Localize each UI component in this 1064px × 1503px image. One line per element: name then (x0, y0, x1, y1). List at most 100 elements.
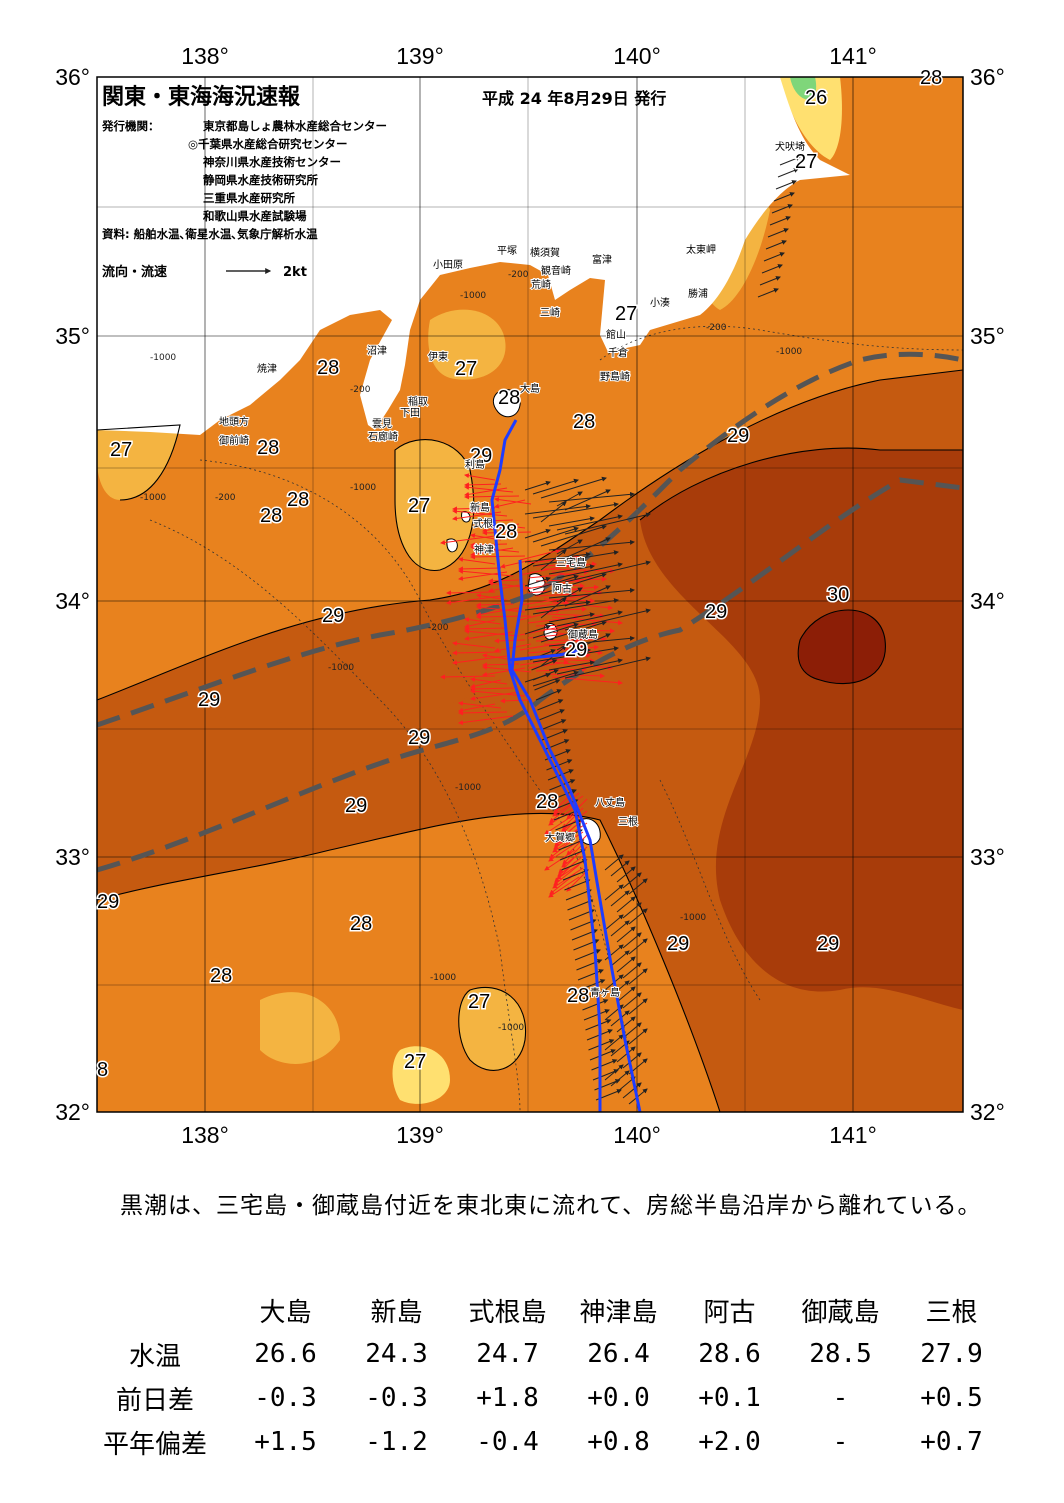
ship-track (490, 419, 642, 1112)
current-arrow (482, 664, 532, 673)
place-label: 地頭方 (219, 415, 249, 428)
issuer-item: 東京都島しょ農林水産総合センター (203, 119, 387, 133)
current-arrow (548, 516, 595, 527)
place-label: 千倉 (608, 346, 628, 359)
isotherm-label: 27 (615, 303, 637, 325)
current-arrow (610, 1070, 630, 1087)
isotherm-label: 27 (468, 991, 490, 1013)
current-arrow (535, 689, 562, 701)
table-cell: 26.4 (587, 1339, 650, 1369)
current-arrow (540, 524, 607, 547)
current-arrow (564, 585, 611, 607)
place-label: 雲見 (372, 418, 392, 430)
current-arrow (452, 640, 496, 649)
place-label: 勝浦 (688, 287, 708, 300)
current-arrow (524, 552, 591, 563)
isotherm-label: 29 (705, 601, 727, 623)
current-arrow (580, 989, 607, 1001)
place-label: 沼津 (367, 344, 387, 357)
current-arrow (531, 659, 558, 671)
lat-lon-grid (97, 77, 963, 1112)
current-arrow (604, 1064, 624, 1081)
isotherm-label: 27 (404, 1051, 426, 1073)
current-arrow (535, 606, 587, 612)
lat-label: 32° (55, 1099, 90, 1125)
current-arrow (537, 699, 564, 711)
current-arrow (519, 563, 571, 576)
current-arrow (628, 998, 648, 1015)
place-label: 八丈島 (595, 796, 625, 809)
lat-label: 36° (970, 64, 1005, 90)
table-cell: 28.5 (809, 1339, 872, 1369)
isotherm-label: 29 (198, 689, 220, 711)
lat-axis-right: 36° 35° 34° 33° 32° (970, 64, 1005, 1125)
current-arrow (616, 956, 636, 973)
current-arrow (452, 508, 508, 517)
current-arrow (476, 607, 520, 617)
current-arrow (551, 631, 593, 640)
current-arrow (564, 879, 591, 891)
isotherm-label: 28 (920, 67, 942, 89)
place-label: 野島崎 (600, 370, 630, 383)
current-arrow (616, 926, 636, 943)
issuer-label: 発行機関： (101, 119, 160, 133)
current-arrow (464, 487, 508, 497)
current-arrow (769, 216, 791, 226)
isotherm-labels: 26 27 27 27 28 28 28 27 28 28 28 27 29 2… (96, 66, 944, 1083)
isotherm-label: 27 (110, 439, 132, 461)
current-arrow (532, 502, 619, 519)
current-arrow (500, 698, 532, 704)
lon-label: 140° (613, 43, 661, 69)
lat-label: 33° (55, 844, 90, 870)
place-label: 小湊 (650, 296, 670, 309)
current-arrow (604, 1034, 624, 1051)
table-cell: +0.7 (920, 1427, 983, 1457)
lon-label: 138° (181, 43, 229, 69)
current-arrow (616, 866, 636, 883)
current-arrow (500, 559, 532, 569)
isotherm-label: 28 (257, 437, 279, 459)
depth-label: -1000 (150, 353, 176, 363)
isotherm-label: 29 (97, 891, 119, 913)
current-arrow (532, 526, 579, 543)
current-arrow (765, 240, 787, 250)
current-arrow (476, 604, 526, 613)
current-arrow (583, 1009, 610, 1021)
current-arrow (540, 597, 567, 619)
row-label: 前日差 (115, 1385, 194, 1416)
current-arrow (579, 979, 606, 991)
isotherm-label: 29 (727, 425, 749, 447)
current-legend-scale: 2kt (283, 265, 307, 280)
place-label: 大島 (520, 382, 540, 395)
lat-label: 36° (55, 64, 90, 90)
current-arrow (470, 544, 520, 553)
lat-label: 35° (55, 323, 90, 349)
current-arrow (622, 872, 642, 889)
place-label: 青ヶ島 (590, 986, 620, 999)
current-arrow (771, 204, 793, 214)
place-label: 伊東 (428, 350, 448, 363)
current-arrow (532, 669, 559, 681)
place-label: 荒崎 (531, 278, 551, 291)
place-label: 小田原 (433, 259, 463, 271)
table-cell: 24.7 (476, 1339, 539, 1369)
place-label: 焼津 (257, 363, 277, 375)
current-arrow (779, 156, 801, 166)
current-arrow (532, 598, 619, 615)
lat-axis-left: 36° 35° 34° 33° 32° (55, 64, 90, 1125)
current-arrow (464, 619, 496, 629)
isotherm-label: 26 (805, 87, 827, 109)
isotherm-label: 28 (287, 489, 309, 511)
current-arrow (556, 491, 583, 507)
current-arrow (519, 608, 561, 621)
table-cell: -1.2 (365, 1427, 428, 1457)
current-arrow (622, 962, 642, 979)
current-arrow (566, 834, 588, 856)
place-label: 横須賀 (530, 246, 560, 259)
current-arrow (773, 192, 795, 202)
current-arrow (564, 537, 611, 559)
current-arrow (534, 679, 561, 691)
table-corner (80, 1288, 230, 1332)
current-arrow (604, 854, 624, 871)
current-arrow (524, 528, 551, 539)
